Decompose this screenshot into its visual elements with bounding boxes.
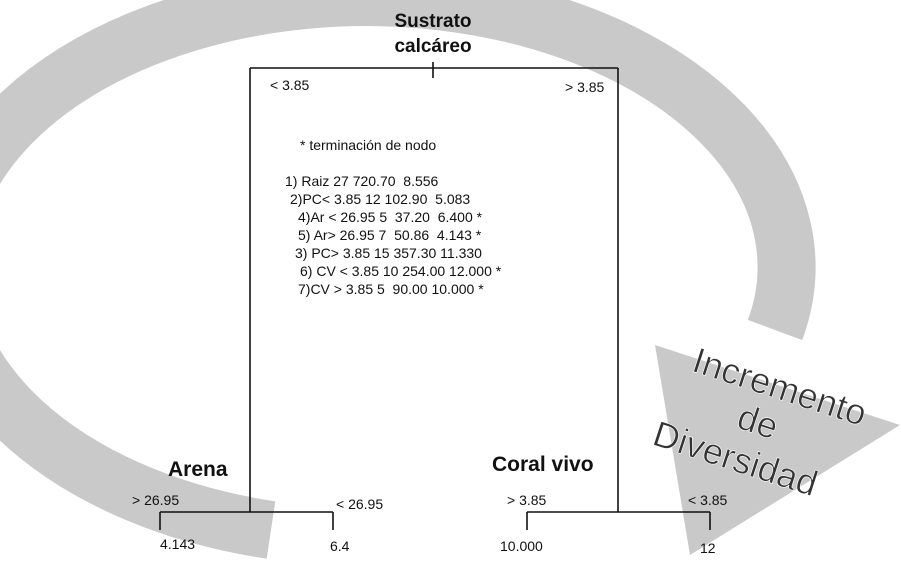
node-line: 3) PC> 3.85 15 357.30 11.330 bbox=[295, 245, 482, 261]
node-list: 1) Raiz 27 720.70 8.556 2)PC< 3.85 12 10… bbox=[285, 173, 502, 297]
split-label: < 26.95 bbox=[336, 496, 383, 512]
title-line: calcáreo bbox=[394, 36, 471, 57]
node-line: 6) CV < 3.85 10 254.00 12.000 * bbox=[300, 263, 502, 279]
split-label: < 3.85 bbox=[270, 77, 310, 93]
arrow-head bbox=[655, 345, 900, 555]
legend: * terminación de nodo bbox=[300, 137, 436, 153]
split-label: > 26.95 bbox=[132, 492, 179, 508]
swirl-band bbox=[0, 0, 816, 559]
node-line: 4)Ar < 26.95 5 37.20 6.400 * bbox=[298, 209, 483, 225]
leaf-value: 6.4 bbox=[330, 538, 350, 554]
split-label: < 3.85 bbox=[688, 492, 728, 508]
branch-label: Arena bbox=[168, 458, 228, 481]
node-line: 5) Ar> 26.95 7 50.86 4.143 * bbox=[298, 227, 482, 243]
leaf-value: 4.143 bbox=[160, 536, 195, 552]
node-line: 1) Raiz 27 720.70 8.556 bbox=[285, 173, 439, 189]
split-label: > 3.85 bbox=[565, 79, 605, 95]
node-line: 7)CV > 3.85 5 90.00 10.000 * bbox=[298, 281, 484, 297]
tree-lines bbox=[159, 62, 711, 530]
branch-label: Coral vivo bbox=[492, 453, 594, 476]
leaf-value: 10.000 bbox=[500, 538, 543, 554]
leaf-value: 12 bbox=[700, 540, 716, 556]
title-line: Sustrato bbox=[394, 11, 471, 32]
split-label: > 3.85 bbox=[507, 492, 547, 508]
node-line: 2)PC< 3.85 12 102.90 5.083 bbox=[290, 191, 470, 207]
